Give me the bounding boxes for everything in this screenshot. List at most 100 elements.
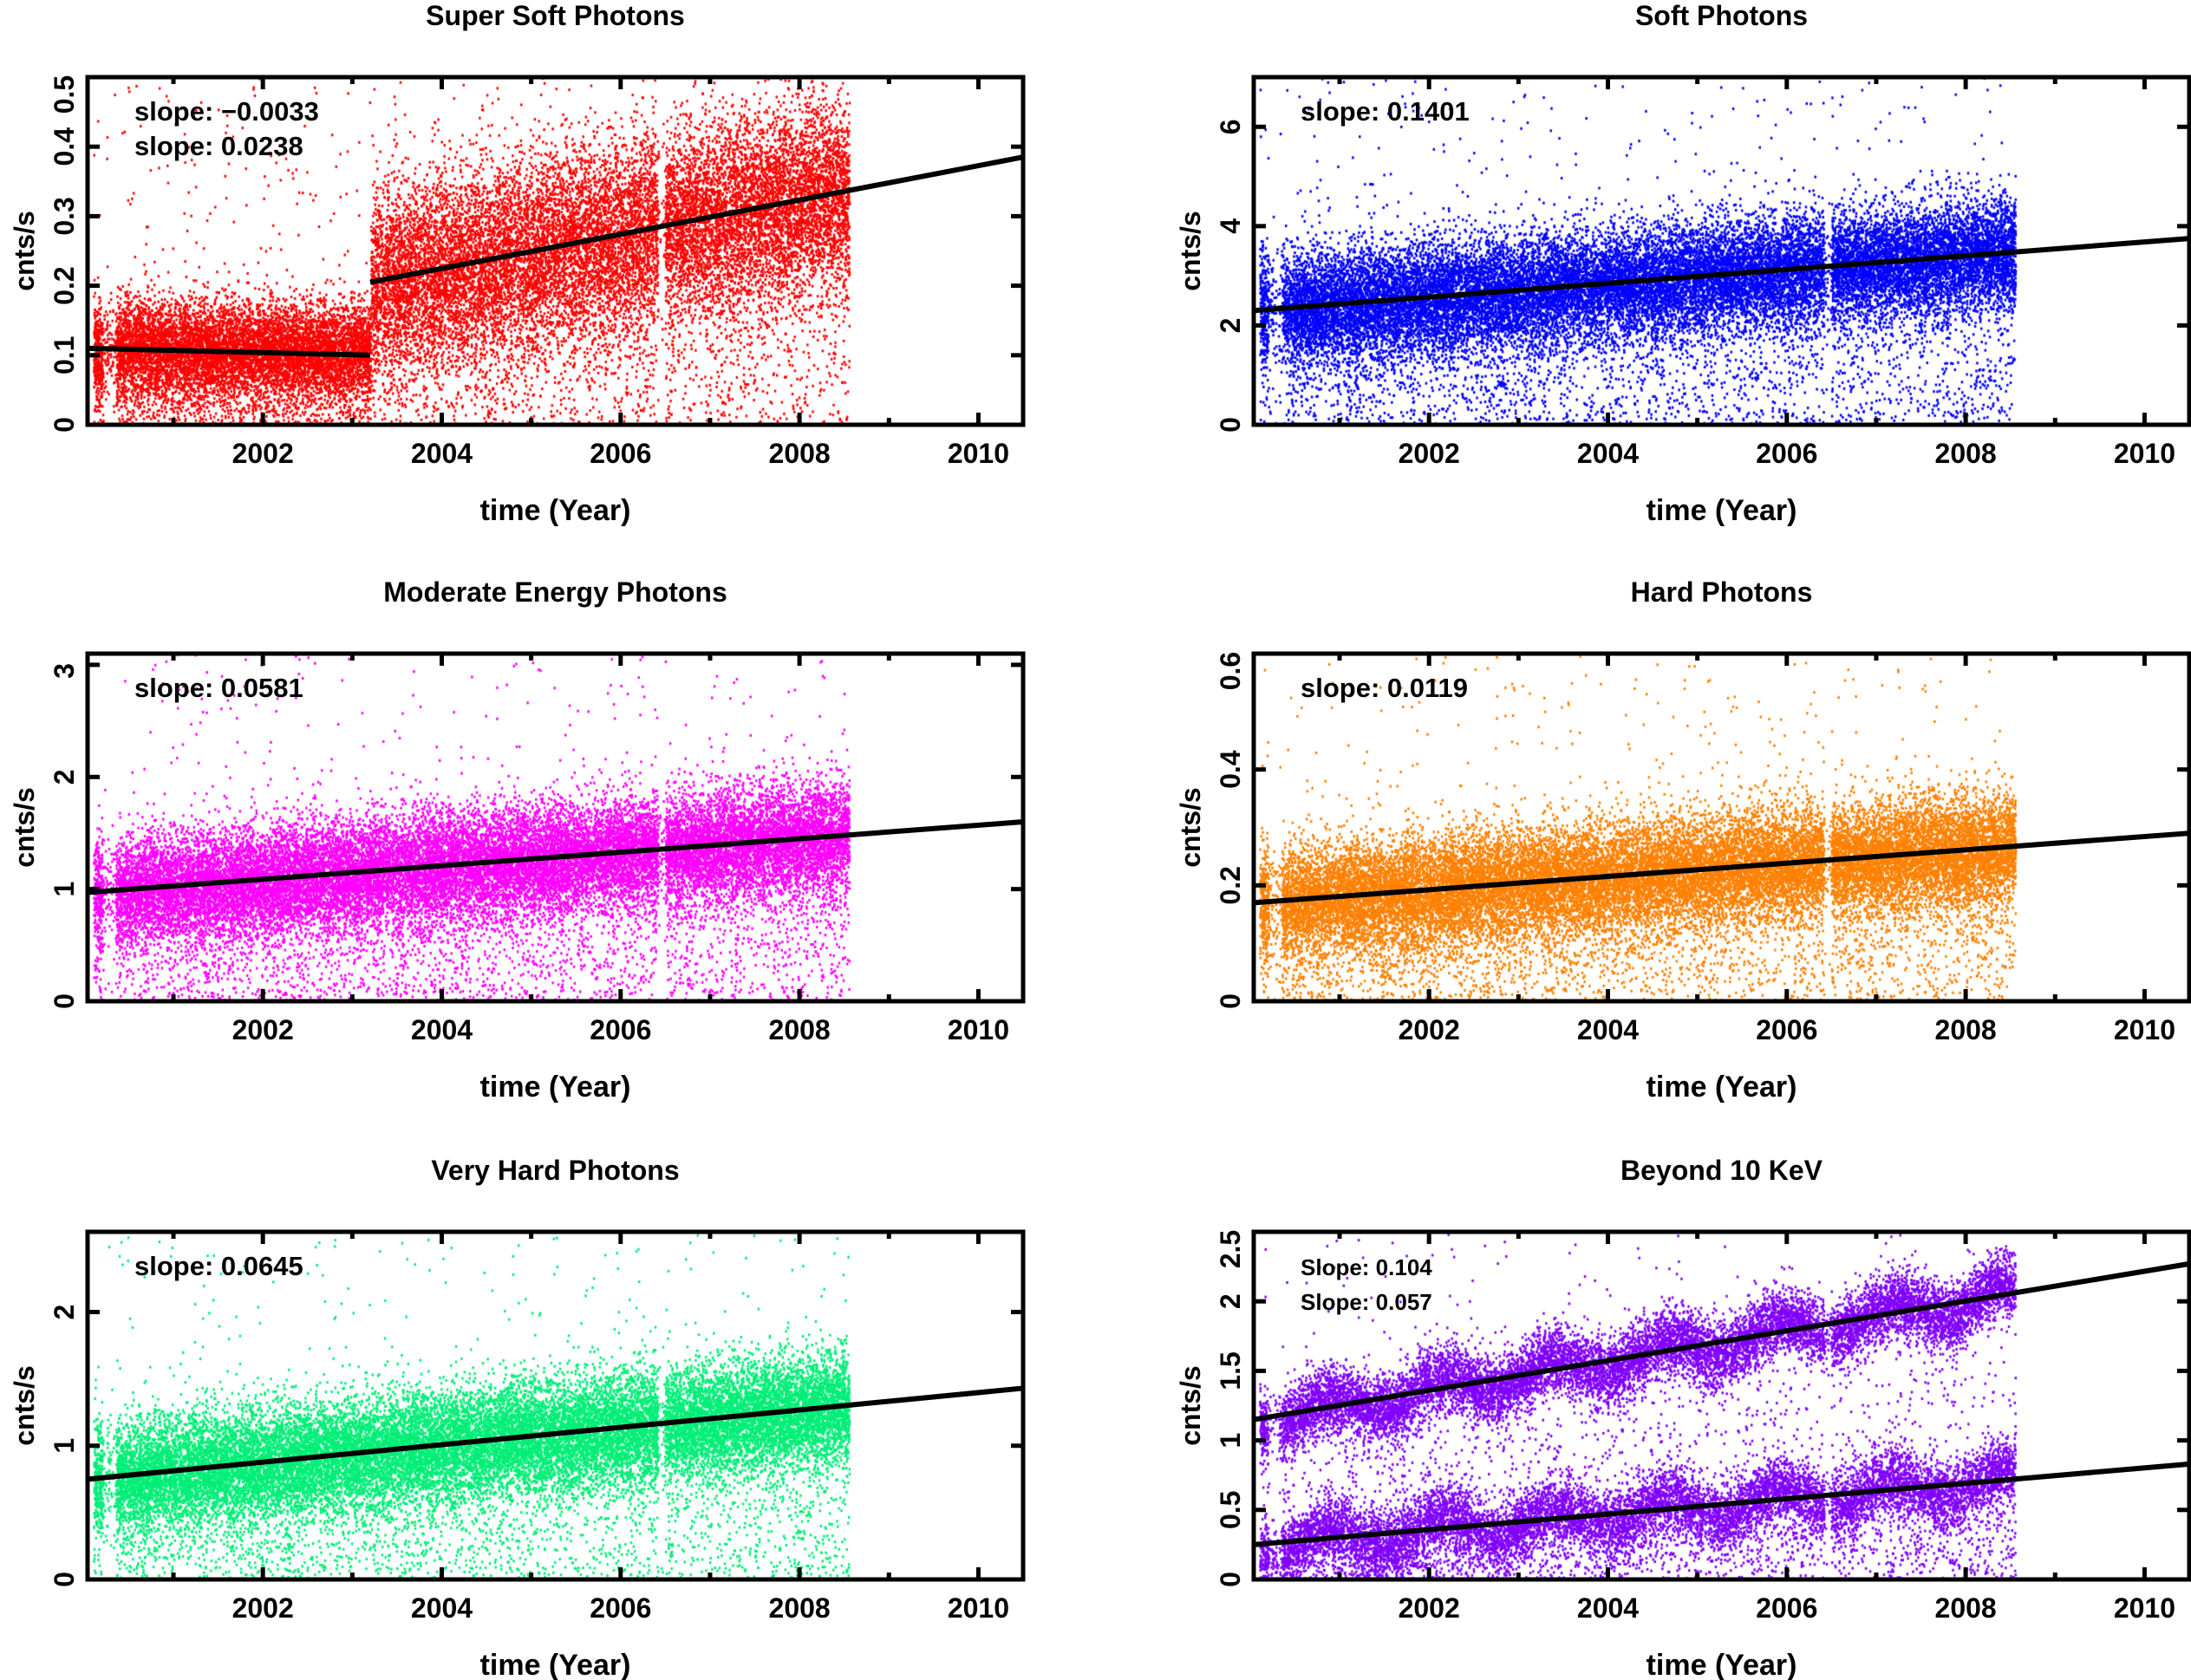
chart-title: Beyond 10 KeV	[1620, 1155, 1823, 1186]
y-tick-label: 4	[1215, 218, 1246, 234]
fit-line	[369, 154, 1024, 285]
x-tick-label: 2008	[1935, 438, 1997, 469]
y-tick-label: 0	[1215, 417, 1246, 433]
x-axis-label: time (Year)	[1647, 494, 1797, 527]
fit-line	[1253, 830, 2190, 906]
y-tick-label: 2	[49, 1305, 80, 1320]
fit-line	[1253, 1260, 2190, 1423]
slope-annotation: slope: 0.0581	[134, 673, 303, 703]
x-axis-label: time (Year)	[480, 1071, 631, 1104]
y-axis-label: cnts/s	[9, 211, 40, 290]
y-tick-label: 2	[49, 769, 80, 785]
slope-annotation: slope: 0.1401	[1301, 96, 1470, 127]
x-axis-label: time (Year)	[1647, 1649, 1797, 1680]
chart-title: Hard Photons	[1631, 576, 1813, 608]
x-tick-label: 2008	[769, 438, 831, 469]
x-tick-label: 2004	[411, 1014, 473, 1045]
slope-annotation: slope: 0.0645	[134, 1251, 303, 1281]
y-axis-label: cnts/s	[1175, 1365, 1206, 1445]
y-tick-label: 0.2	[49, 266, 80, 304]
x-tick-label: 2006	[1756, 438, 1817, 469]
x-tick-label: 2010	[948, 438, 1009, 469]
chart-title: Super Soft Photons	[426, 0, 685, 31]
x-tick-label: 2002	[232, 1014, 294, 1045]
x-axis-label: time (Year)	[480, 494, 631, 527]
plot-frame	[85, 1229, 1026, 1582]
scatter-points	[1254, 654, 2189, 1001]
y-tick-label: 0.5	[1215, 1491, 1246, 1529]
x-tick-label: 2002	[232, 1592, 294, 1624]
x-tick-label: 2010	[2114, 438, 2175, 469]
chart-title: Soft Photons	[1635, 0, 1808, 31]
x-tick-label: 2004	[1577, 1592, 1639, 1624]
x-axis-label: time (Year)	[1647, 1071, 1797, 1104]
x-tick-label: 2002	[1399, 438, 1460, 469]
y-tick-label: 0	[49, 993, 80, 1009]
y-tick-label: 0.5	[49, 75, 80, 114]
fit-line	[87, 1385, 1024, 1482]
x-tick-label: 2002	[232, 438, 294, 469]
y-tick-label: 0.3	[49, 197, 80, 235]
x-tick-label: 2006	[590, 438, 651, 469]
chart-title: Moderate Energy Photons	[383, 576, 727, 608]
slope-annotation: Slope: 0.057	[1301, 1289, 1432, 1315]
x-tick-label: 2006	[1756, 1014, 1817, 1045]
fit-line	[87, 819, 1024, 895]
y-tick-label: 3	[49, 663, 80, 679]
plot-frame	[1251, 75, 2191, 427]
x-tick-label: 2004	[1577, 438, 1639, 469]
y-tick-label: 1	[49, 1438, 80, 1454]
x-tick-label: 2010	[948, 1592, 1009, 1624]
x-tick-label: 2010	[2114, 1014, 2175, 1045]
fit-line	[1253, 236, 2190, 314]
y-tick-label: 0	[49, 1572, 80, 1587]
y-tick-label: 0.4	[49, 127, 80, 166]
y-tick-label: 0.2	[1215, 866, 1246, 904]
slope-annotation: slope: −0.0033	[134, 96, 319, 127]
y-tick-label: 2.5	[1215, 1230, 1246, 1268]
chart-title: Very Hard Photons	[431, 1155, 679, 1186]
x-tick-label: 2006	[590, 1592, 651, 1624]
y-tick-label: 0	[1215, 993, 1246, 1009]
y-tick-label: 0.6	[1215, 652, 1246, 690]
y-tick-label: 0.1	[49, 336, 80, 374]
plot-frame	[1251, 1229, 2191, 1582]
y-axis-label: cnts/s	[9, 1365, 40, 1445]
x-tick-label: 2006	[1756, 1592, 1817, 1624]
y-tick-label: 6	[1215, 119, 1246, 134]
y-tick-label: 0	[1215, 1572, 1246, 1587]
x-tick-label: 2008	[1935, 1014, 1997, 1045]
y-axis-label: cnts/s	[1175, 787, 1206, 867]
scatter-points	[88, 654, 1023, 1001]
fit-line	[87, 345, 371, 358]
y-tick-label: 1	[49, 882, 80, 897]
y-axis-label: cnts/s	[1175, 211, 1206, 290]
x-tick-label: 2004	[411, 1592, 473, 1624]
x-tick-label: 2002	[1399, 1014, 1460, 1045]
x-tick-label: 2010	[2114, 1592, 2175, 1624]
y-tick-label: 2	[1215, 1293, 1246, 1309]
x-tick-label: 2002	[1399, 1592, 1460, 1624]
scatter-points	[88, 77, 1023, 425]
slope-annotation: Slope: 0.104	[1301, 1254, 1432, 1280]
fit-line	[1253, 1461, 2190, 1547]
y-tick-label: 1.5	[1215, 1351, 1246, 1390]
y-tick-label: 0.4	[1215, 750, 1246, 789]
slope-annotation: slope: 0.0119	[1301, 673, 1468, 703]
plot-frame	[1251, 651, 2191, 1004]
plot-frame	[85, 651, 1026, 1004]
y-tick-label: 0	[49, 417, 80, 433]
x-tick-label: 2008	[769, 1592, 831, 1624]
x-axis-label: time (Year)	[480, 1649, 631, 1680]
x-tick-label: 2004	[1577, 1014, 1639, 1045]
x-tick-label: 2010	[948, 1014, 1009, 1045]
x-tick-label: 2008	[769, 1014, 831, 1045]
y-axis-label: cnts/s	[9, 787, 40, 867]
slope-annotation: slope: 0.0238	[134, 131, 303, 161]
